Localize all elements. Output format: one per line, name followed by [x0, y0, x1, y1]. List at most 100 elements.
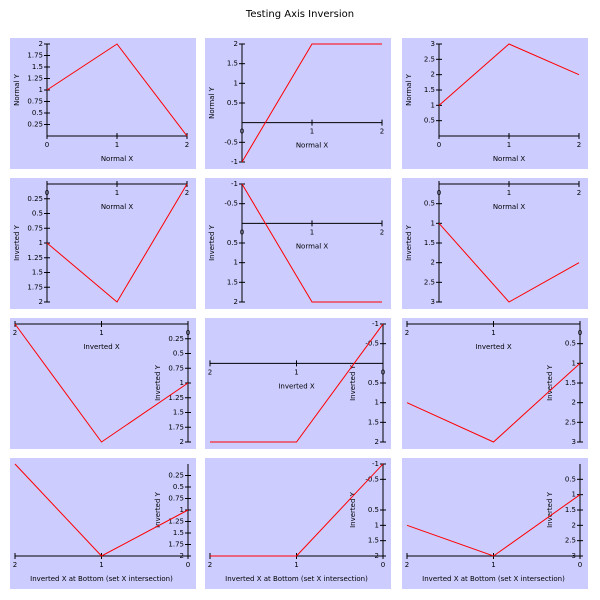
y-tick-label: -0.5 [224, 200, 238, 208]
y-tick-label: 2.5 [565, 537, 576, 545]
y-tick-label: 1 [375, 399, 379, 407]
y-axis-label: Inverted Y [208, 224, 216, 261]
x-tick-label: 0 [186, 561, 190, 569]
y-tick-label: 1 [39, 239, 43, 247]
x-axis-label: Inverted X [278, 382, 315, 390]
y-tick-label: 3 [572, 552, 576, 560]
panel-background [402, 38, 588, 169]
y-tick-label: 0.5 [368, 506, 379, 514]
y-tick-label: 0.75 [27, 224, 43, 232]
x-axis-label: Normal X [296, 242, 329, 250]
panel: 0 1 2 -1 -0.5 0.5 1 1.5 2 Normal X Normal Y [205, 38, 391, 169]
y-tick-label: 1.75 [168, 423, 184, 431]
y-tick-label: 2 [234, 298, 238, 306]
x-tick-label: 1 [491, 329, 495, 337]
x-tick-label: 2 [405, 561, 409, 569]
x-axis-label: Normal X [101, 155, 134, 163]
y-tick-label: 3 [431, 298, 435, 306]
x-tick-label: 0 [240, 228, 244, 236]
panel: 0 1 2 0.5 1 1.5 2 2.5 3 Normal X Inverted Y [402, 178, 588, 309]
x-tick-label: 2 [185, 189, 189, 197]
y-axis-label: Inverted Y [154, 364, 162, 401]
y-tick-label: 0.75 [168, 364, 184, 372]
x-tick-label: 2 [13, 329, 17, 337]
panel: 0 1 2 0.5 1 1.5 2 2.5 3 Inverted X at Bottom (set… [402, 458, 588, 589]
y-tick-label: 1 [572, 359, 576, 367]
panel-background [205, 178, 391, 309]
y-tick-label: 1.5 [565, 506, 576, 514]
y-tick-label: 1 [375, 521, 379, 529]
y-tick-label: 1.5 [32, 63, 43, 71]
x-tick-label: 0 [381, 368, 385, 376]
y-tick-label: 0.5 [565, 340, 576, 348]
data-line [438, 43, 580, 106]
y-tick-label: -1 [231, 180, 238, 188]
panel: 0 1 2 -1 -0.5 0.5 1 1.5 2 Inverted X Inverted Y [205, 318, 391, 449]
panel: 0 1 2 0.5 1 1.5 2 2.5 3 Inverted X Inverted Y [402, 318, 588, 449]
panel-background [402, 458, 588, 589]
panel-background [205, 38, 391, 169]
y-axis-label: Normal Y [405, 73, 413, 106]
figure-title: Testing Axis Inversion [245, 9, 354, 20]
y-tick-label: 1.5 [32, 269, 43, 277]
y-axis-label: Inverted Y [349, 491, 357, 528]
x-axis-label: Inverted X [475, 343, 512, 351]
x-axis-label: Inverted X at Bottom (set X intersection… [30, 575, 173, 583]
data-line [46, 43, 188, 137]
y-tick-label: 0.25 [27, 121, 43, 129]
y-tick-label: 1 [572, 491, 576, 499]
y-tick-label: 1.25 [27, 254, 43, 262]
y-tick-label: 0.25 [168, 472, 184, 480]
x-tick-label: 1 [115, 189, 119, 197]
x-axis-label: Inverted X at Bottom (set X intersection… [422, 575, 565, 583]
panel-background [10, 38, 196, 169]
y-tick-label: 2 [39, 40, 43, 48]
y-tick-label: 1.5 [368, 418, 379, 426]
data-line [46, 183, 188, 303]
panel-background [10, 178, 196, 309]
y-tick-label: 2 [234, 40, 238, 48]
y-tick-label: 3 [572, 438, 576, 446]
data-line [241, 183, 382, 303]
y-tick-label: -1 [372, 320, 379, 328]
y-tick-label: 1 [180, 379, 184, 387]
y-tick-label: 1 [431, 101, 435, 109]
y-tick-label: 2 [431, 71, 435, 79]
y-tick-label: 0.5 [424, 117, 435, 125]
x-axis-label: Normal X [101, 203, 134, 211]
y-tick-label: 2.5 [424, 55, 435, 63]
data-line [406, 362, 581, 443]
y-tick-label: 1.75 [27, 52, 43, 60]
y-tick-label: 0.5 [32, 109, 43, 117]
x-tick-label: 2 [577, 141, 581, 149]
y-tick-label: 3 [431, 40, 435, 48]
y-tick-label: 1.5 [227, 278, 238, 286]
data-line [210, 323, 384, 443]
panel: 0 1 2 0.25 0.5 0.75 1 1.25 1.5 1.75 2 Normal X Inver… [10, 178, 196, 309]
y-tick-label: 1 [180, 506, 184, 514]
y-tick-label: 1.75 [168, 541, 184, 549]
y-axis-label: Inverted Y [546, 491, 554, 528]
y-tick-label: 0.5 [32, 210, 43, 218]
x-tick-label: 1 [99, 329, 103, 337]
y-tick-label: 0.5 [565, 475, 576, 483]
panel: 0 1 2 0.25 0.5 0.75 1 1.25 1.5 1.75 2 Inverted X Inv… [10, 318, 196, 449]
x-tick-label: 2 [13, 561, 17, 569]
y-tick-label: 1.5 [227, 60, 238, 68]
y-tick-label: 1.75 [27, 283, 43, 291]
data-line [241, 43, 382, 163]
y-axis-label: Inverted Y [13, 224, 21, 261]
y-axis-label: Inverted Y [405, 224, 413, 261]
x-tick-label: 1 [310, 128, 314, 136]
panel: 0 1 2 0.5 1 1.5 2 2.5 3 Normal X Normal Y [402, 38, 588, 169]
data-line [210, 463, 384, 557]
panel-background [10, 318, 196, 449]
x-tick-label: 2 [185, 141, 189, 149]
y-tick-label: 1.25 [168, 394, 184, 402]
data-line [14, 323, 189, 443]
y-tick-label: 1.25 [27, 75, 43, 83]
y-tick-label: 1.5 [424, 86, 435, 94]
x-tick-label: 1 [294, 561, 298, 569]
y-tick-label: 1 [39, 86, 43, 94]
x-tick-label: 1 [491, 561, 495, 569]
